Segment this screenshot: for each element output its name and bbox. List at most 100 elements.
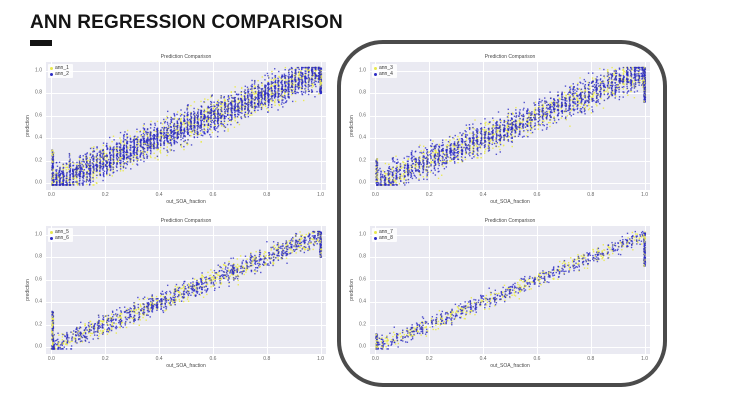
title-accent-bar [30, 40, 52, 46]
y-tick-label: 0.6 [35, 276, 42, 283]
legend-swatch-icon [374, 72, 377, 76]
x-tick-label: 0.2 [101, 356, 109, 362]
x-tick-label: 0.4 [155, 356, 163, 362]
y-tick-label: 0.4 [35, 134, 42, 141]
legend-entry: ann_5 [50, 229, 69, 235]
x-tick-label: 0.6 [533, 192, 541, 198]
y-tick-label: 0.0 [35, 179, 42, 186]
x-tick-label: 0.8 [263, 356, 271, 362]
x-tick-label: 1.0 [317, 192, 325, 198]
chart-title: Prediction Comparison [160, 54, 212, 60]
y-axis-ticks: 0.0 0.2 0.4 0.6 0.8 1.0 [30, 62, 44, 190]
y-tick-label: 0.8 [35, 89, 42, 96]
legend-label: ann_2 [55, 71, 69, 77]
legend-label: ann_6 [55, 235, 69, 241]
scatter-chart-bottom-left: Prediction Comparison ann_5 ann_6 0.0 0.2… [25, 218, 328, 378]
legend: ann_3 ann_4 [372, 64, 397, 78]
y-tick-label: 0.2 [35, 321, 42, 328]
scatter-points-canvas [370, 226, 650, 354]
x-tick-label: 1.0 [317, 356, 325, 362]
x-tick-label: 0.0 [371, 192, 379, 198]
legend-label: ann_1 [55, 65, 69, 71]
scatter-chart-top-left: Prediction Comparison ann_1 ann_2 0.0 0.2… [25, 54, 328, 214]
y-tick-label: 0.4 [35, 298, 42, 305]
slide-title: ANN REGRESSION COMPARISON [30, 12, 343, 33]
y-tick-label: 0.8 [35, 253, 42, 260]
legend-label: ann_5 [55, 229, 69, 235]
legend-entry: ann_1 [50, 65, 69, 71]
y-axis-label: prediction [25, 115, 31, 137]
y-tick-label: 1.0 [35, 67, 42, 74]
x-tick-label: 0.2 [425, 192, 433, 198]
y-tick-label: 1.0 [35, 231, 42, 238]
x-tick-label: 0.4 [479, 192, 487, 198]
x-axis-ticks: 0.0 0.2 0.4 0.6 0.8 1.0 [370, 192, 650, 198]
plot-area: ann_7 ann_8 [370, 226, 650, 354]
scatter-chart-bottom-right: Prediction Comparison ann_7 ann_8 0.0 0.2… [349, 218, 652, 378]
y-tick-label: 0.2 [359, 157, 366, 164]
legend-label: ann_4 [379, 71, 393, 77]
y-tick-label: 0.8 [359, 253, 366, 260]
y-axis-label: prediction [25, 279, 31, 301]
legend: ann_5 ann_6 [48, 228, 73, 242]
legend-entry: ann_2 [50, 71, 69, 77]
x-tick-label: 0.8 [587, 192, 595, 198]
x-axis-ticks: 0.0 0.2 0.4 0.6 0.8 1.0 [370, 356, 650, 362]
y-tick-label: 1.0 [359, 67, 366, 74]
legend-entry: ann_6 [50, 235, 69, 241]
x-tick-label: 0.0 [371, 356, 379, 362]
x-tick-label: 0.2 [425, 356, 433, 362]
y-axis-label: prediction [349, 115, 355, 137]
x-tick-label: 0.4 [479, 356, 487, 362]
legend-entry: ann_8 [374, 235, 393, 241]
legend-swatch-icon [50, 236, 53, 240]
y-tick-label: 0.0 [359, 179, 366, 186]
x-tick-label: 0.2 [101, 192, 109, 198]
x-tick-label: 1.0 [641, 192, 649, 198]
y-tick-label: 0.8 [359, 89, 366, 96]
y-tick-label: 0.0 [359, 343, 366, 350]
scatter-chart-top-right: Prediction Comparison ann_3 ann_4 0.0 0.2… [349, 54, 652, 214]
legend: ann_7 ann_8 [372, 228, 397, 242]
plot-area: ann_3 ann_4 [370, 62, 650, 190]
scatter-points-canvas [46, 226, 326, 354]
y-tick-label: 0.2 [35, 157, 42, 164]
legend-label: ann_7 [379, 229, 393, 235]
x-tick-label: 0.6 [209, 356, 217, 362]
x-tick-label: 0.0 [47, 192, 55, 198]
legend-entry: ann_7 [374, 229, 393, 235]
y-axis-ticks: 0.0 0.2 0.4 0.6 0.8 1.0 [30, 226, 44, 354]
legend: ann_1 ann_2 [48, 64, 73, 78]
y-tick-label: 0.4 [359, 134, 366, 141]
legend-entry: ann_3 [374, 65, 393, 71]
legend-swatch-icon [374, 66, 377, 70]
x-axis-label: out_SOA_fraction [490, 363, 530, 369]
plot-area: ann_5 ann_6 [46, 226, 326, 354]
scatter-points-canvas [46, 62, 326, 190]
legend-swatch-icon [50, 72, 53, 76]
x-tick-label: 0.4 [155, 192, 163, 198]
x-axis-label: out_SOA_fraction [166, 363, 206, 369]
x-tick-label: 0.8 [587, 356, 595, 362]
y-tick-label: 0.2 [359, 321, 366, 328]
y-tick-label: 1.0 [359, 231, 366, 238]
legend-swatch-icon [374, 236, 377, 240]
x-tick-label: 0.6 [209, 192, 217, 198]
x-tick-label: 0.6 [533, 356, 541, 362]
y-axis-ticks: 0.0 0.2 0.4 0.6 0.8 1.0 [354, 226, 368, 354]
x-tick-label: 0.0 [47, 356, 55, 362]
chart-title: Prediction Comparison [484, 218, 536, 224]
legend-swatch-icon [50, 230, 53, 234]
plot-area: ann_1 ann_2 [46, 62, 326, 190]
chart-title: Prediction Comparison [484, 54, 536, 60]
x-tick-label: 1.0 [641, 356, 649, 362]
x-axis-ticks: 0.0 0.2 0.4 0.6 0.8 1.0 [46, 192, 326, 198]
legend-swatch-icon [50, 66, 53, 70]
scatter-points-canvas [370, 62, 650, 190]
x-tick-label: 0.8 [263, 192, 271, 198]
legend-label: ann_3 [379, 65, 393, 71]
legend-label: ann_8 [379, 235, 393, 241]
y-tick-label: 0.6 [359, 276, 366, 283]
y-tick-label: 0.4 [359, 298, 366, 305]
y-tick-label: 0.6 [35, 112, 42, 119]
